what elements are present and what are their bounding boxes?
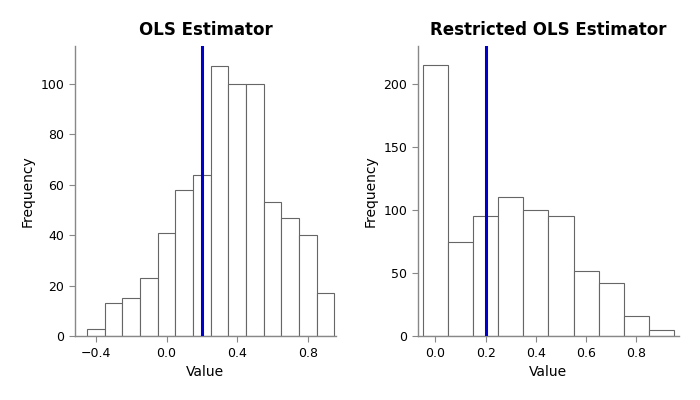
X-axis label: Value: Value: [529, 365, 568, 379]
Title: OLS Estimator: OLS Estimator: [139, 21, 272, 39]
Y-axis label: Frequency: Frequency: [364, 155, 378, 227]
Bar: [649, 330, 674, 336]
Bar: [549, 216, 573, 336]
Bar: [228, 84, 246, 336]
Bar: [498, 197, 524, 336]
Bar: [140, 278, 158, 336]
X-axis label: Value: Value: [186, 365, 225, 379]
Bar: [158, 233, 176, 336]
Bar: [316, 293, 335, 336]
Title: Restricted OLS Estimator: Restricted OLS Estimator: [430, 21, 666, 39]
Bar: [246, 84, 264, 336]
Bar: [176, 190, 193, 336]
Bar: [105, 303, 122, 336]
Bar: [87, 329, 105, 336]
Bar: [448, 242, 473, 336]
Bar: [299, 235, 316, 336]
Bar: [573, 270, 598, 336]
Bar: [281, 218, 299, 336]
Bar: [473, 216, 498, 336]
Bar: [624, 316, 649, 336]
Bar: [524, 210, 549, 336]
Bar: [211, 66, 228, 336]
Bar: [423, 65, 448, 336]
Bar: [122, 298, 140, 336]
Bar: [264, 202, 281, 336]
Y-axis label: Frequency: Frequency: [21, 155, 35, 227]
Bar: [193, 175, 211, 336]
Bar: [598, 283, 624, 336]
